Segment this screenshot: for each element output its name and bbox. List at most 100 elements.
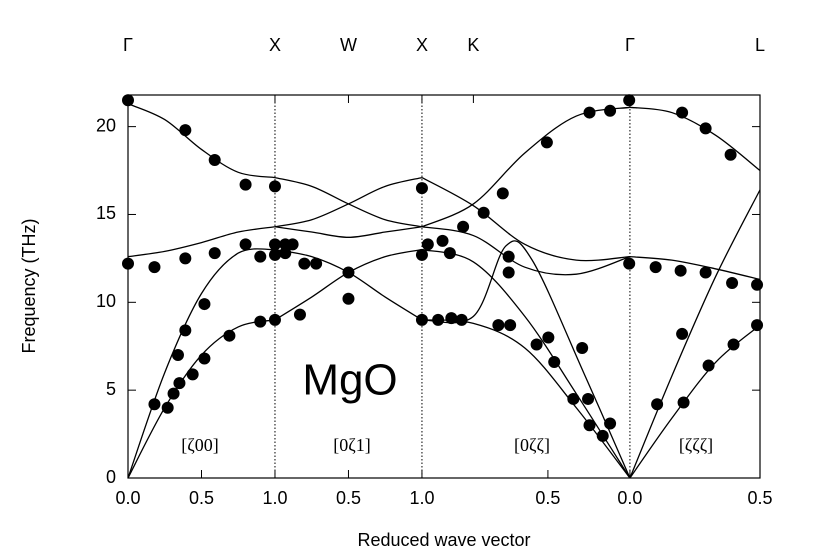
dispersion-curve	[421, 240, 631, 479]
measured-point	[542, 331, 555, 344]
measured-point	[504, 319, 517, 332]
symmetry-point-label: Γ	[625, 35, 635, 55]
measured-point	[171, 349, 184, 362]
measured-point	[208, 154, 221, 167]
measured-point	[173, 377, 186, 390]
measured-point	[677, 396, 690, 409]
material-label: MgO	[302, 356, 397, 405]
measured-point	[724, 148, 737, 161]
measured-point	[268, 180, 281, 193]
x-tick-label: 0.5	[336, 488, 361, 508]
measured-point	[179, 252, 192, 265]
dispersion-curve	[421, 177, 630, 262]
measured-point	[623, 94, 636, 107]
dispersion-curve	[274, 248, 423, 321]
measured-point	[455, 313, 468, 326]
dispersion-curve	[274, 248, 423, 321]
measured-point	[421, 238, 434, 251]
measured-point	[445, 312, 458, 325]
measured-point	[268, 313, 281, 326]
measured-point	[179, 324, 192, 337]
measured-point	[502, 266, 515, 279]
measured-point	[432, 313, 445, 326]
y-tick-label: 10	[96, 291, 116, 311]
measured-point	[298, 257, 311, 270]
y-axis-label: Frequency (THz)	[19, 218, 39, 353]
measured-point	[540, 136, 553, 149]
measured-point	[649, 261, 662, 274]
symmetry-point-label: Γ	[123, 35, 133, 55]
measured-point	[676, 106, 689, 119]
measured-point	[161, 401, 174, 414]
measured-point	[198, 352, 211, 365]
y-tick-label: 5	[106, 379, 116, 399]
measured-point	[148, 398, 161, 411]
measured-point	[198, 298, 211, 311]
measured-point	[186, 368, 199, 381]
measured-point	[286, 238, 299, 251]
measured-point	[751, 319, 764, 332]
x-tick-label: 1.0	[262, 488, 287, 508]
symmetry-point-label: K	[467, 35, 479, 55]
y-tick-label: 15	[96, 203, 116, 223]
measured-point	[167, 387, 180, 400]
x-tick-label: 0.5	[535, 488, 560, 508]
dispersion-curve	[274, 176, 423, 228]
measured-point	[148, 261, 161, 274]
x-tick-label: 0.0	[617, 488, 642, 508]
symmetry-point-label: W	[340, 35, 357, 55]
measured-point	[457, 220, 470, 233]
dispersion-curve	[421, 106, 631, 228]
measured-point	[342, 266, 355, 279]
measured-point	[548, 356, 561, 369]
measured-point	[415, 182, 428, 195]
measured-point	[208, 247, 221, 260]
measured-point	[699, 266, 712, 279]
dispersion-curve	[274, 226, 423, 238]
x-tick-label: 0.5	[189, 488, 214, 508]
measured-point	[604, 104, 617, 117]
measured-point	[310, 257, 323, 270]
measured-point	[502, 250, 515, 263]
dispersion-curve	[421, 248, 631, 479]
measured-point	[604, 417, 617, 430]
measured-point	[268, 238, 281, 251]
measured-point	[342, 292, 355, 305]
measured-point	[751, 278, 764, 291]
measured-point	[727, 338, 740, 351]
symmetry-point-label: X	[269, 35, 281, 55]
measured-point	[702, 359, 715, 372]
measured-point	[254, 250, 267, 263]
x-tick-label: 0.0	[115, 488, 140, 508]
direction-label: [0ζζ]	[514, 435, 550, 455]
measured-point	[530, 338, 543, 351]
direction-label: [ζζζ]	[679, 435, 713, 455]
y-tick-label: 0	[106, 467, 116, 487]
measured-point	[567, 392, 580, 405]
y-tick-label: 20	[96, 115, 116, 135]
measured-point	[596, 429, 609, 442]
measured-point	[651, 398, 664, 411]
x-tick-label: 0.5	[747, 488, 772, 508]
symmetry-point-label: L	[755, 35, 765, 55]
dispersion-curve	[629, 106, 761, 172]
plot-frame	[127, 94, 761, 479]
measured-point	[576, 341, 589, 354]
dispersion-curve	[421, 226, 631, 276]
x-axis-label: Reduced wave vector	[357, 530, 530, 550]
measured-point	[477, 206, 490, 219]
measured-point	[179, 124, 192, 137]
measured-point	[674, 264, 687, 277]
measured-point	[623, 257, 636, 270]
measured-point	[239, 178, 252, 191]
measured-point	[583, 419, 596, 432]
measured-point	[415, 313, 428, 326]
measured-point	[223, 329, 236, 342]
measured-point	[699, 122, 712, 135]
measured-point	[279, 247, 292, 260]
measured-point	[496, 187, 509, 200]
measured-point	[254, 315, 267, 328]
measured-point	[582, 392, 595, 405]
